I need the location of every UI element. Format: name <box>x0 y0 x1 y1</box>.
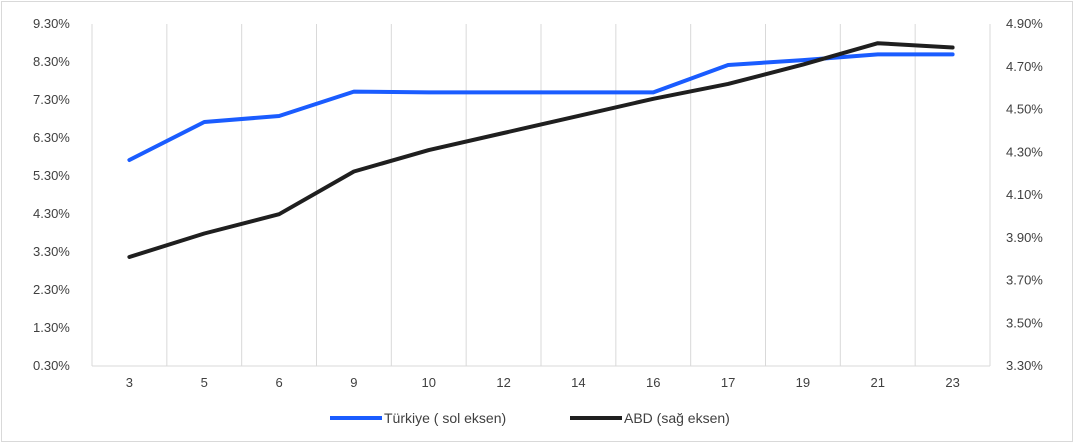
x-tick-label: 21 <box>871 375 885 390</box>
right-axis-ticks: 3.30% 3.50% 3.70% 3.90% 4.10% 4.30% 4.50% 4.70%… <box>1006 16 1043 373</box>
right-tick-label: 4.10% <box>1006 187 1043 202</box>
x-tick-label: 3 <box>126 375 133 390</box>
x-tick-label: 23 <box>945 375 959 390</box>
right-tick-label: 4.70% <box>1006 59 1043 74</box>
x-tick-label: 10 <box>422 375 436 390</box>
right-tick-label: 3.70% <box>1006 273 1043 288</box>
left-tick-label: 8.30% <box>33 54 70 69</box>
left-tick-label: 0.30% <box>33 358 70 373</box>
legend-label: Türkiye ( sol eksen) <box>384 410 506 426</box>
x-tick-label: 6 <box>275 375 282 390</box>
right-tick-label: 3.50% <box>1006 315 1043 330</box>
left-tick-label: 1.30% <box>33 320 70 335</box>
x-tick-label: 9 <box>350 375 357 390</box>
x-tick-label: 12 <box>496 375 510 390</box>
left-tick-label: 5.30% <box>33 168 70 183</box>
series-line-abd <box>127 41 955 259</box>
x-tick-label: 16 <box>646 375 660 390</box>
x-tick-label: 14 <box>571 375 585 390</box>
legend: Türkiye ( sol eksen) ABD (sağ eksen) <box>330 410 730 426</box>
right-tick-label: 3.30% <box>1006 358 1043 373</box>
left-tick-label: 3.30% <box>33 244 70 259</box>
right-tick-label: 3.90% <box>1006 230 1043 245</box>
grid-lines <box>91 24 991 367</box>
series-lines <box>127 41 955 259</box>
x-tick-label: 19 <box>796 375 810 390</box>
x-tick-label: 5 <box>201 375 208 390</box>
left-axis-ticks: 0.30% 1.30% 2.30% 3.30% 4.30% 5.30% 6.30% 7.30%… <box>33 16 70 373</box>
right-tick-label: 4.50% <box>1006 102 1043 117</box>
legend-label: ABD (sağ eksen) <box>624 410 730 426</box>
right-tick-label: 4.90% <box>1006 16 1043 31</box>
left-tick-label: 7.30% <box>33 92 70 107</box>
x-axis-ticks: 3 5 6 9 10 12 14 16 17 19 21 23 <box>126 375 960 390</box>
right-tick-label: 4.30% <box>1006 144 1043 159</box>
left-tick-label: 4.30% <box>33 206 70 221</box>
x-tick-label: 17 <box>721 375 735 390</box>
left-tick-label: 6.30% <box>33 130 70 145</box>
left-tick-label: 9.30% <box>33 16 70 31</box>
left-tick-label: 2.30% <box>33 282 70 297</box>
